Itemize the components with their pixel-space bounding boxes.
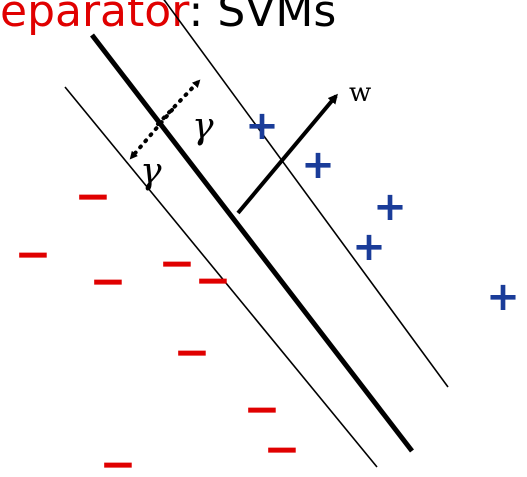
positive-point: + bbox=[373, 184, 407, 230]
slide-title: eparator: SVMs bbox=[0, 0, 336, 37]
positive-point: + bbox=[301, 142, 335, 188]
positive-point: + bbox=[486, 274, 520, 320]
weight-vector-arrow bbox=[236, 93, 338, 215]
negative-point: − bbox=[195, 255, 232, 306]
negative-points: − − − − − − − − − bbox=[15, 171, 301, 477]
negative-point: − bbox=[244, 384, 281, 435]
negative-point: − bbox=[100, 439, 137, 477]
negative-point: − bbox=[15, 229, 52, 280]
upper-margin-line bbox=[163, 0, 449, 388]
decision-boundary-line bbox=[90, 33, 414, 453]
negative-point: − bbox=[90, 256, 127, 307]
margin-lower-arrow bbox=[129, 108, 174, 160]
negative-point: − bbox=[174, 327, 211, 378]
negative-point: − bbox=[159, 238, 196, 289]
positive-point: + bbox=[245, 103, 279, 149]
negative-point: − bbox=[264, 424, 301, 475]
weight-vector-label: w bbox=[349, 78, 371, 108]
lower-margin-line bbox=[64, 86, 378, 468]
positive-points: + + + + + bbox=[245, 103, 520, 320]
margin-lower-gamma-label: γ bbox=[140, 151, 162, 192]
positive-point: + bbox=[352, 224, 386, 270]
title-svms-text: : SVMs bbox=[188, 0, 337, 37]
negative-point: − bbox=[75, 171, 112, 222]
title-separator-text: eparator bbox=[0, 0, 189, 37]
margin-upper-gamma-label: γ bbox=[192, 106, 214, 147]
